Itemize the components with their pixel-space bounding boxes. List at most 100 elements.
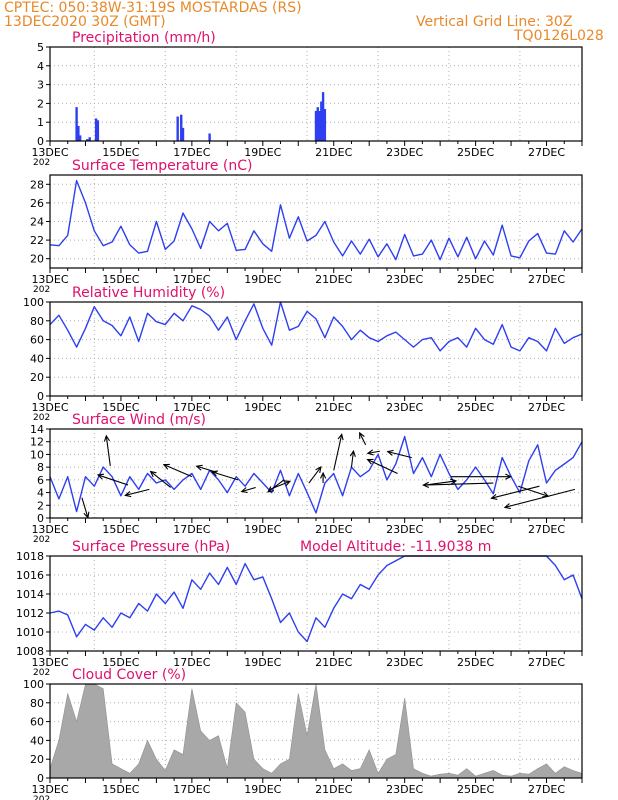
- y-tick-label: 4: [37, 487, 44, 500]
- wind-vector: [366, 449, 380, 456]
- wind-line: [49, 435, 583, 514]
- wind-vector: [349, 449, 356, 468]
- wind-vector: [267, 479, 285, 493]
- precip-bar: [321, 92, 325, 141]
- panel-subtitle: Model Altitude: -11.9038 m: [300, 539, 491, 555]
- wind-vector-shaft: [333, 434, 343, 471]
- x-tick-label: 27DEC: [528, 523, 565, 536]
- x-tick-label: 25DEC: [457, 146, 494, 159]
- precip-bar: [180, 114, 183, 141]
- wind-vector-head: [490, 493, 498, 500]
- pres-line: [49, 555, 583, 643]
- y-tick-label: 2: [37, 499, 44, 512]
- panel-title: Surface Temperature (nC): [72, 158, 253, 174]
- precip-bar: [75, 107, 78, 141]
- y-tick-label: 0: [37, 135, 44, 148]
- y-tick-label: 1: [37, 116, 44, 129]
- wind-vector: [386, 449, 412, 459]
- y-tick-label: 80: [30, 697, 44, 710]
- y-tick-label: 20: [30, 753, 44, 766]
- x-tick-label: 19DEC: [244, 273, 281, 286]
- wind-vector-head: [267, 486, 275, 493]
- wind-vector-head: [450, 478, 458, 485]
- precip-bar: [86, 139, 89, 141]
- wind-vector: [503, 488, 576, 510]
- y-tick-label: 20: [30, 253, 44, 266]
- wind-vector: [162, 463, 193, 478]
- x-tick-label: 19DEC: [244, 783, 281, 796]
- y-tick-label: 60: [30, 334, 44, 347]
- x-tick-label: 15DEC: [102, 401, 139, 414]
- panel-rh: 0 20 40 60 80 100 13DEC 15DEC 17DEC 19DEC 21DEC 23D…: [23, 285, 583, 423]
- wind-vector-head: [195, 464, 203, 471]
- x-year-stub: 202: [33, 795, 50, 800]
- y-tick-label: 100: [23, 296, 44, 309]
- x-tick-label: 19DEC: [244, 401, 281, 414]
- wind-vector-head: [149, 470, 157, 478]
- x-tick-label: 27DEC: [528, 656, 565, 669]
- wind-vector-shaft: [150, 471, 171, 488]
- x-tick-label: 25DEC: [457, 783, 494, 796]
- wind-vector-shaft: [241, 486, 256, 493]
- y-tick-label: 26: [30, 197, 44, 210]
- header-location: CPTEC: 050:38W-31:19S MOSTARDAS (RS): [4, 0, 302, 16]
- wind-vector-head: [422, 481, 430, 488]
- x-tick-label: 21DEC: [315, 656, 352, 669]
- y-tick-label: 1014: [16, 588, 44, 601]
- x-tick-label: 17DEC: [173, 146, 210, 159]
- wind-vector-head: [505, 473, 513, 480]
- wind-vector-head: [162, 463, 170, 470]
- x-tick-label: 23DEC: [386, 523, 423, 536]
- wind-vector: [319, 471, 327, 484]
- y-tick-label: 1018: [16, 550, 44, 563]
- x-tick-label: 15DEC: [102, 783, 139, 796]
- wind-vector-head: [349, 449, 356, 458]
- wind-vector: [366, 458, 398, 474]
- y-tick-label: 24: [30, 216, 44, 229]
- wind-vector-head: [386, 449, 394, 456]
- y-tick-label: 40: [30, 352, 44, 365]
- precip-bar: [96, 120, 100, 141]
- x-tick-label: 21DEC: [315, 146, 352, 159]
- precip-bar: [316, 107, 319, 141]
- cloud-area: [49, 683, 583, 779]
- y-tick-label: 20: [30, 371, 44, 384]
- precip-bar: [77, 125, 80, 141]
- wind-vector-shaft: [491, 485, 540, 499]
- wind-vector-head: [503, 503, 511, 510]
- wind-vector-shaft: [350, 451, 355, 468]
- wind-vector-head: [96, 473, 105, 480]
- wind-vector-head: [319, 471, 327, 479]
- wind-vector-shaft: [359, 432, 367, 446]
- wind-vector: [124, 488, 150, 498]
- y-tick-label: 3: [37, 79, 44, 92]
- x-year-stub: 202: [33, 535, 50, 545]
- x-tick-label: 15DEC: [102, 273, 139, 286]
- y-tick-label: 0: [37, 390, 44, 403]
- y-tick-label: 8: [37, 461, 44, 474]
- x-tick-label: 13DEC: [31, 401, 68, 414]
- wind-vector-head: [103, 434, 111, 442]
- y-tick-label: 2: [37, 97, 44, 110]
- temp-line: [49, 179, 583, 261]
- x-tick-label: 13DEC: [31, 273, 68, 286]
- x-tick-label: 23DEC: [386, 783, 423, 796]
- wind-vector: [308, 466, 322, 484]
- wind-vector: [450, 473, 513, 480]
- x-tick-label: 17DEC: [173, 523, 210, 536]
- panel-title: Surface Wind (m/s): [72, 412, 206, 428]
- x-tick-label: 27DEC: [528, 401, 565, 414]
- wind-vector-head: [124, 491, 132, 498]
- y-tick-label: 0: [37, 512, 44, 525]
- wind-vector-head: [366, 449, 374, 456]
- x-year-stub: 202: [33, 668, 50, 678]
- y-tick-label: 0: [37, 772, 44, 785]
- y-tick-label: 1008: [16, 645, 44, 658]
- y-tick-label: 10: [30, 448, 44, 461]
- wind-vector-head: [366, 458, 374, 465]
- precip-bar: [320, 101, 323, 141]
- panel-title: Cloud Cover (%): [72, 667, 186, 683]
- x-tick-label: 27DEC: [528, 783, 565, 796]
- precip-bar: [323, 109, 327, 141]
- y-tick-label: 6: [37, 474, 44, 487]
